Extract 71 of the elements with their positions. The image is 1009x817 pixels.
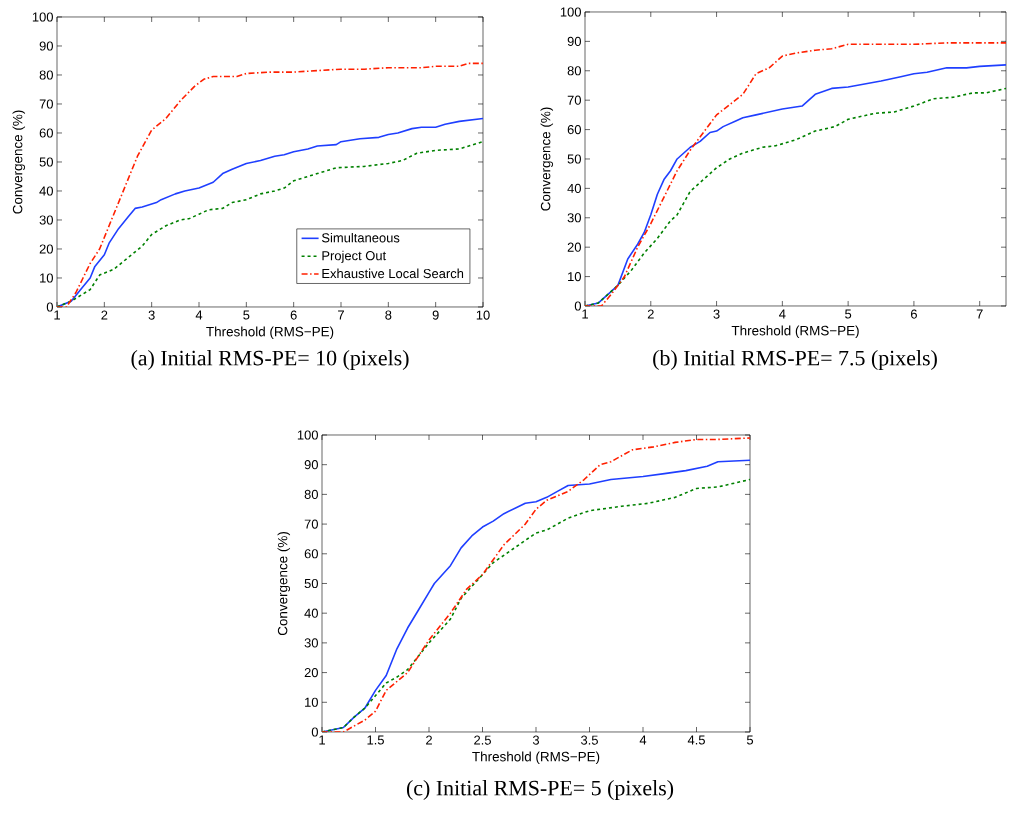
x-tick-label: 6 xyxy=(910,309,917,319)
y-tick-label: 40 xyxy=(304,608,318,618)
x-tick-label: 7 xyxy=(338,310,344,320)
y-tick-label: 90 xyxy=(39,41,53,51)
y-tick-label: 50 xyxy=(39,157,53,167)
y-tick-label: 80 xyxy=(39,70,53,80)
x-tick-label: 1 xyxy=(319,735,325,745)
x-tick-label: 3 xyxy=(532,735,540,745)
y-tick-label: 50 xyxy=(304,578,318,589)
x-tick-label: 3 xyxy=(148,310,155,320)
x-tick-label: 7 xyxy=(976,309,983,319)
y-tick-label: 30 xyxy=(567,213,581,223)
y-tick-label: 60 xyxy=(304,549,318,559)
x-tick-label: 1 xyxy=(582,309,588,319)
x-tick-label: 2 xyxy=(101,310,108,320)
legend-label: Project Out xyxy=(322,250,387,263)
x-tick-label: 8 xyxy=(385,310,392,320)
y-tick-label: 20 xyxy=(39,244,53,254)
x-tick-label: 2 xyxy=(647,309,654,319)
y-tick-label: 70 xyxy=(39,99,53,109)
x-tick-label: 5 xyxy=(243,310,250,320)
y-tick-label: 90 xyxy=(304,460,318,470)
y-tick-label: 70 xyxy=(304,519,318,529)
y-tick-label: 0 xyxy=(311,727,318,737)
y-tick-label: 100 xyxy=(560,7,581,17)
x-axis-title: Threshold (RMS−PE) xyxy=(206,326,334,340)
y-tick-label: 20 xyxy=(304,668,318,678)
x-tick-label: 6 xyxy=(290,310,297,320)
y-tick-label: 10 xyxy=(305,697,318,707)
x-tick-label: 3 xyxy=(713,309,720,319)
y-tick-label: 100 xyxy=(32,12,53,22)
x-tick-label: 4 xyxy=(779,309,786,319)
x-tick-label: 4 xyxy=(639,735,647,745)
y-tick-label: 90 xyxy=(567,36,581,46)
legend-label: Simultaneous xyxy=(321,232,400,243)
y-tick-label: 10 xyxy=(40,273,53,283)
y-tick-label: 50 xyxy=(567,154,581,164)
y-tick-label: 0 xyxy=(46,302,53,312)
y-tick-label: 20 xyxy=(567,242,581,252)
text: (b) Initial RMS-PE= 7.5 (pixels) xyxy=(653,350,937,370)
y-tick-label: 40 xyxy=(39,186,53,196)
y-axis-title: Convergence (%) xyxy=(540,107,554,211)
x-tick-label: 5 xyxy=(845,309,852,319)
y-tick-label: 70 xyxy=(567,95,581,105)
x-tick-label: 5 xyxy=(746,735,754,745)
legend-label: Exhaustive Local Search xyxy=(322,268,464,279)
x-axis-title: Threshold (RMS−PE) xyxy=(731,325,859,339)
y-tick-label: 30 xyxy=(39,215,53,225)
y-axis-title: Convergence (%) xyxy=(12,110,26,214)
y-tick-label: 80 xyxy=(567,66,581,76)
x-tick-label: 9 xyxy=(432,310,439,320)
y-axis-title: Convergence (%) xyxy=(277,532,291,636)
x-tick-label: 4 xyxy=(195,310,203,320)
y-tick-label: 0 xyxy=(574,301,581,311)
y-tick-label: 60 xyxy=(39,128,53,138)
y-tick-label: 40 xyxy=(567,183,581,193)
x-tick-label: 1 xyxy=(54,310,60,320)
x-axis-title: Threshold (RMS−PE) xyxy=(472,751,600,765)
y-tick-label: 30 xyxy=(304,638,318,648)
y-tick-label: 60 xyxy=(567,124,581,135)
x-tick-label: 2.5 xyxy=(474,735,491,745)
x-tick-label: 10 xyxy=(476,310,490,320)
y-tick-label: 10 xyxy=(568,271,581,282)
y-tick-label: 100 xyxy=(297,430,318,440)
x-tick-label: 2 xyxy=(426,735,432,745)
text: (a) Initial RMS-PE= 10 (pixels) xyxy=(131,350,409,370)
text: (c) Initial RMS-PE= 5 (pixels) xyxy=(406,780,674,800)
x-tick-label: 4.5 xyxy=(687,735,705,745)
x-tick-label: 1.5 xyxy=(367,735,384,745)
x-tick-label: 3.5 xyxy=(581,735,598,745)
y-tick-label: 80 xyxy=(304,489,318,499)
